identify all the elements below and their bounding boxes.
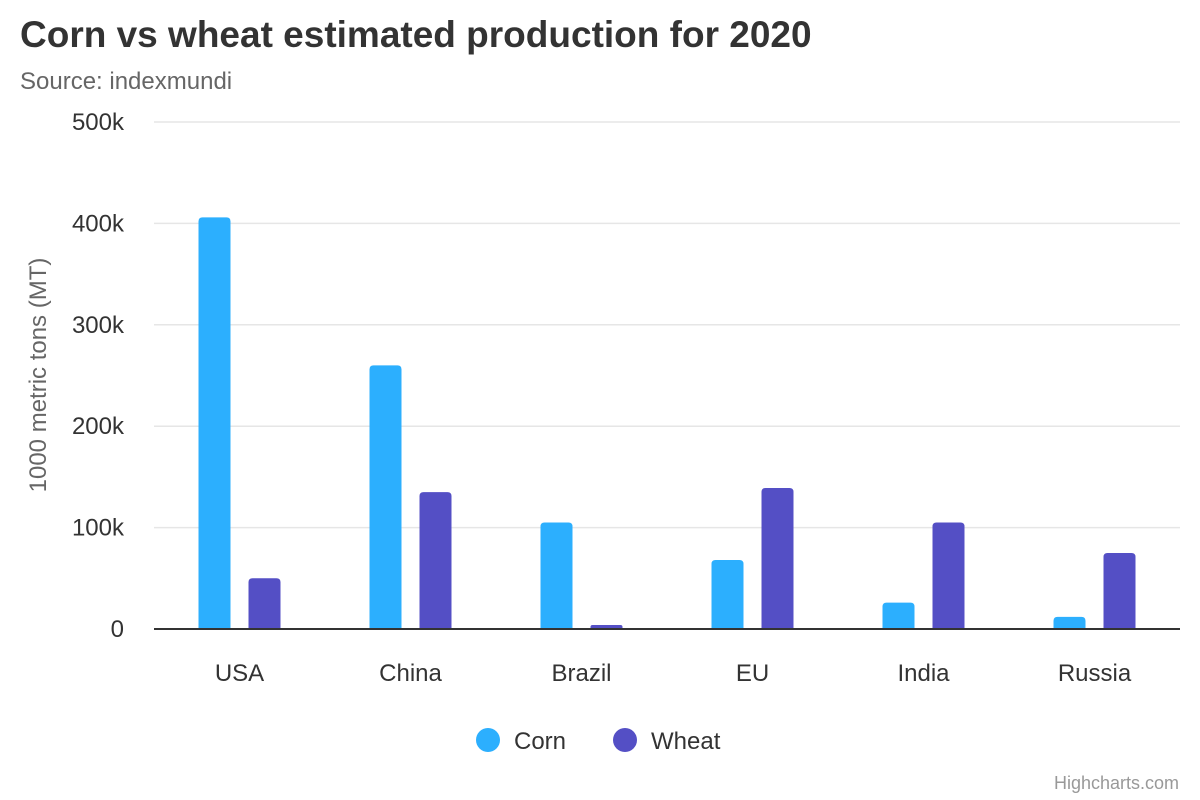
legend-label: Wheat	[651, 728, 721, 755]
x-tick-label: India	[897, 660, 950, 687]
legend-item-corn[interactable]: Corn	[476, 728, 566, 755]
y-tick-label: 400k	[72, 210, 125, 237]
bar-corn-russia[interactable]	[1053, 616, 1086, 629]
x-axis-ticks: USA China Brazil EU India Russia	[215, 660, 1132, 687]
y-tick-label: 100k	[72, 515, 125, 542]
bar-corn-india[interactable]	[882, 602, 915, 629]
x-tick-label: Russia	[1058, 660, 1132, 687]
bar-wheat-eu[interactable]	[761, 488, 794, 629]
y-tick-label: 500k	[72, 109, 125, 136]
x-tick-label: EU	[736, 660, 769, 687]
credits-link[interactable]: Highcharts.com	[1053, 773, 1179, 793]
legend-marker	[476, 728, 500, 752]
bar-corn-brazil[interactable]	[540, 522, 573, 629]
x-tick-label: USA	[215, 660, 264, 687]
bar-corn-usa[interactable]	[198, 217, 231, 630]
legend-item-wheat[interactable]: Wheat	[613, 728, 721, 755]
legend-marker	[613, 728, 637, 752]
y-tick-label: 300k	[72, 312, 125, 339]
y-tick-label: 200k	[72, 413, 125, 440]
x-tick-label: Brazil	[551, 660, 611, 687]
chart-subtitle: Source: indexmundi	[20, 68, 233, 95]
bar-wheat-usa[interactable]	[248, 578, 281, 629]
legend-label: Corn	[514, 728, 566, 755]
x-tick-label: China	[379, 660, 442, 687]
bar-corn-china[interactable]	[369, 365, 402, 629]
bar-wheat-russia[interactable]	[1103, 552, 1136, 629]
bars	[198, 217, 1136, 630]
chart-title: Corn vs wheat estimated production for 2…	[20, 14, 812, 55]
bar-wheat-india[interactable]	[932, 522, 965, 629]
bar-wheat-china[interactable]	[419, 492, 452, 629]
y-tick-label: 0	[111, 616, 124, 643]
grid-lines	[154, 121, 1180, 529]
y-axis-ticks: 0 100k 200k 300k 400k 500k	[72, 109, 125, 643]
bar-wheat-brazil[interactable]	[590, 624, 623, 629]
y-axis-label: 1000 metric tons (MT)	[25, 258, 52, 493]
legend[interactable]: Corn Wheat	[476, 728, 721, 755]
bar-corn-eu[interactable]	[711, 560, 744, 629]
